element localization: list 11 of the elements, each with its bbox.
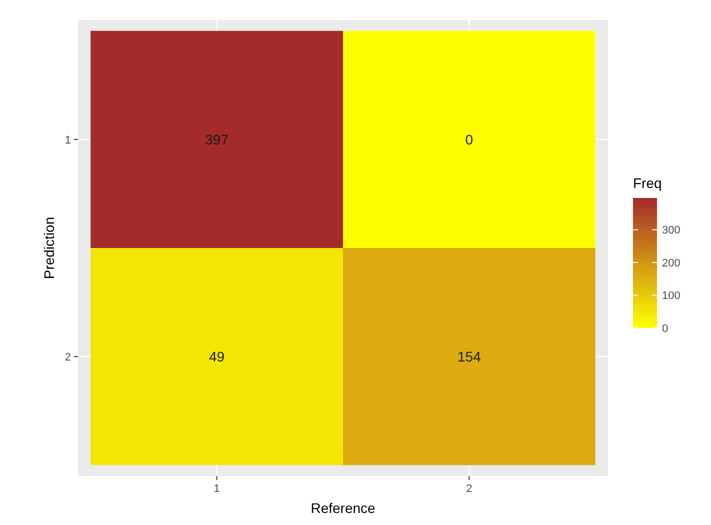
x-axis-title: Reference <box>310 500 376 516</box>
data-label: 0 <box>465 131 474 148</box>
color-bar-label: 0 <box>662 322 668 335</box>
legend-title: Freq <box>633 175 662 191</box>
color-bar-label: 200 <box>662 257 680 270</box>
data-label: 49 <box>209 348 225 364</box>
color-bar-label: 100 <box>662 290 680 302</box>
data-label: 397 <box>205 131 229 148</box>
data-label: 154 <box>458 348 482 364</box>
color-bar-label: 300 <box>662 224 680 237</box>
y-axis-title: Prediction <box>41 216 57 280</box>
